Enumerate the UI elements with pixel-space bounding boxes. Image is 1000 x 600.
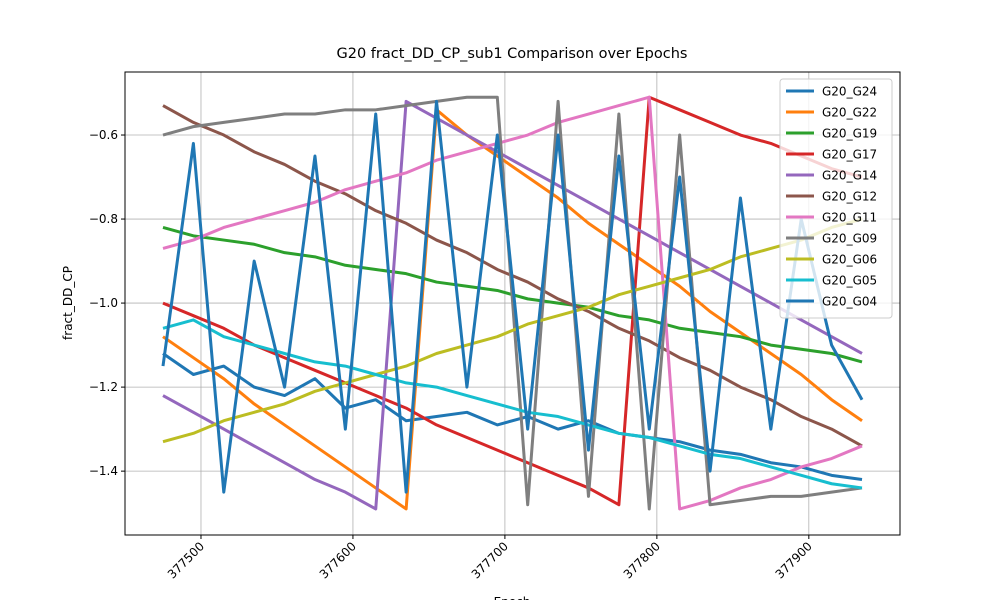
plot-frame <box>124 71 901 536</box>
y-tick-label: −0.6 <box>89 128 118 142</box>
y-tick-label: −0.8 <box>89 212 118 226</box>
legend: G20_G24 G20_G22 G20_G19 G20_G17 G20_G14 G20_G… <box>779 78 893 319</box>
legend-label: G20_G24 <box>822 85 877 99</box>
legend-label: G20_G11 <box>822 211 877 225</box>
legend-label: G20_G19 <box>822 127 877 141</box>
x-axis-label: Epoch <box>494 595 531 600</box>
legend-label: G20_G22 <box>822 106 877 120</box>
series-line <box>162 352 863 482</box>
series-line <box>161 99 864 494</box>
chart-title: G20 fract_DD_CP_sub1 Comparison over Epo… <box>337 46 688 62</box>
legend-label: G20_G14 <box>822 169 877 183</box>
series-line <box>162 95 863 511</box>
legend-label: G20_G12 <box>822 190 877 204</box>
legend-label: G20_G17 <box>822 148 877 162</box>
y-tick-label: −1.4 <box>89 464 118 478</box>
series-line <box>162 217 863 444</box>
x-tick-label: 377900 <box>773 539 815 581</box>
x-tick-label: 377600 <box>317 539 359 581</box>
series-line <box>162 95 863 511</box>
legend-label: G20_G06 <box>822 253 877 267</box>
legend-label: G20_G04 <box>822 295 877 309</box>
x-tick-label: 377500 <box>165 539 207 581</box>
y-tick-label: −1.2 <box>89 380 118 394</box>
series-line <box>162 108 863 511</box>
series-line <box>162 95 863 507</box>
series-line <box>162 99 863 511</box>
legend-label: G20_G05 <box>822 274 877 288</box>
x-tick-label: 377800 <box>621 539 663 581</box>
legend-label: G20_G09 <box>822 232 877 246</box>
x-tick-label: 377700 <box>469 539 511 581</box>
y-axis-label: fract_DD_CP <box>61 266 75 340</box>
series-line <box>162 318 863 490</box>
y-tick-label: −1.0 <box>89 296 118 310</box>
